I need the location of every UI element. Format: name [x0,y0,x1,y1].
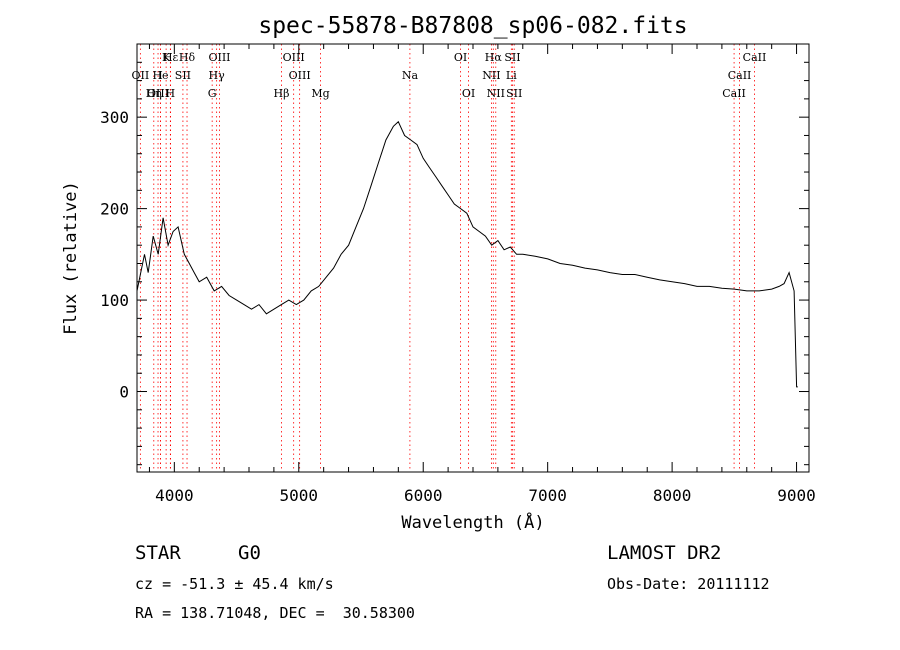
x-axis-ticks: 4000 5000 6000 7000 8000 9000 [148,44,816,505]
chart-title: spec-55878-B87808_sp06-082.fits [258,13,687,39]
spectral-line-label: OII [132,69,150,82]
spectral-line-label: Hε [163,51,179,64]
y-tick-label: 0 [119,383,129,402]
spectral-line-markers [139,44,755,472]
spectral-line-label: He [152,69,168,82]
spectral-line-label: SII [504,51,520,64]
spectral-line-label: Hγ [209,69,226,82]
spectral-line-label: OI [462,87,475,100]
spectral-line-label: K [162,51,171,64]
spectral-line-label: Na [402,69,419,82]
spectral-line-label: H [166,87,176,100]
spectral-line-label: CaII [743,51,767,64]
spectral-line-label: NII [482,69,500,82]
spectral-line-label: Hη [146,87,162,100]
coordinates: RA = 138.71048, DEC = 30.58300 [135,604,415,622]
x-tick-label: 9000 [777,486,816,505]
x-tick-label: 5000 [280,486,319,505]
spectral-line-label: OIII [289,69,311,82]
spectral-line-label: SII [175,69,191,82]
redshift-velocity: cz = -51.3 ± 45.4 km/s [135,575,334,593]
spectral-line-label: G [208,87,217,100]
object-class: STAR [135,542,181,564]
spectral-line-label: Mg [311,87,329,100]
y-tick-label: 200 [100,200,129,219]
y-tick-label: 300 [100,108,129,127]
spectral-line-label: NII [487,87,505,100]
plot-frame [136,43,810,473]
spectral-line-label: OIII [208,51,230,64]
x-tick-label: 4000 [155,486,194,505]
spectral-line-label: OIII [147,87,169,100]
spectrum-line [136,120,798,388]
y-axis-ticks: 0 100 200 300 [100,61,809,466]
spectral-line-label: OI [454,51,467,64]
x-axis-label: Wavelength (Å) [401,511,544,533]
spectral-line-label: Hδ [179,51,196,64]
y-tick-label: 100 [100,291,129,310]
spectral-line-label: SII [506,87,522,100]
spectral-line-label: CaII [728,69,752,82]
x-tick-label: 7000 [528,486,567,505]
x-tick-label: 8000 [653,486,692,505]
y-axis-label: Flux (relative) [61,181,81,335]
observation-date: Obs-Date: 20111112 [607,575,770,593]
spectral-line-label: Hα [485,51,503,64]
survey-name: LAMOST DR2 [607,542,722,564]
spectral-line-label: Li [506,69,517,82]
spectral-line-label: I [158,69,162,82]
spectral-line-label: CaII [722,87,746,100]
spectral-line-label: Hβ [274,87,290,100]
x-tick-label: 6000 [404,486,443,505]
object-subclass: G0 [238,542,261,564]
spectral-line-label: OIII [283,51,305,64]
